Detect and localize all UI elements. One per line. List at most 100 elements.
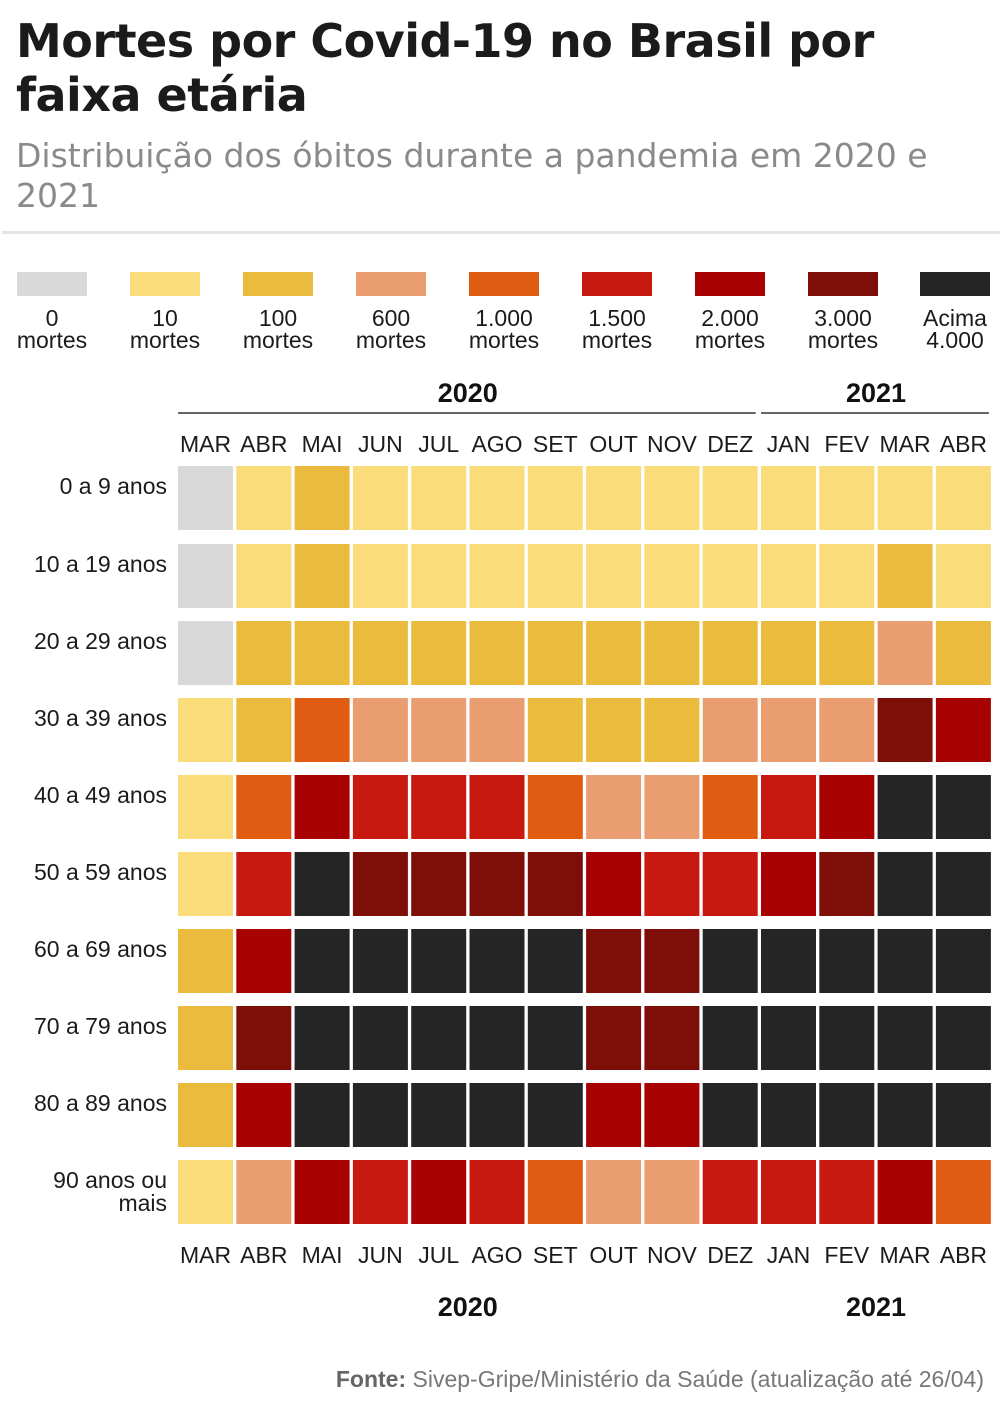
heatmap-cell	[469, 621, 525, 685]
heatmap-cell	[352, 698, 408, 762]
heatmap-cell	[761, 775, 816, 839]
month-label: MAR	[880, 431, 931, 457]
heatmap-cell	[527, 698, 583, 762]
legend-item-4: 1.000 mortes	[448, 272, 560, 352]
heatmap-cell	[935, 852, 991, 916]
row-label: 10 a 19 anos	[34, 551, 167, 577]
heatmap-cell	[935, 1006, 991, 1070]
heatmap-cell	[761, 1160, 816, 1224]
heatmap-cell	[702, 1006, 758, 1070]
row-label: 90 anos ou	[53, 1167, 167, 1193]
heatmap-cell	[411, 929, 467, 993]
month-label: SET	[533, 1242, 578, 1268]
heatmap-cell	[469, 1083, 525, 1147]
heatmap-cell	[586, 621, 642, 685]
heatmap-cell	[178, 775, 233, 839]
heatmap-cell	[294, 698, 350, 762]
heatmap-cell	[761, 698, 816, 762]
legend-swatch-4	[469, 272, 539, 296]
row-label: mais	[118, 1190, 167, 1216]
heatmap-cell	[761, 1083, 816, 1147]
heatmap-cell	[352, 1160, 408, 1224]
legend-swatch-0	[17, 272, 87, 296]
year-label: 2020	[438, 1292, 498, 1322]
month-label: JUN	[358, 431, 403, 457]
heatmap-cell	[527, 621, 583, 685]
heatmap-cell	[761, 544, 816, 608]
heatmap-cell	[586, 929, 642, 993]
heatmap-cell	[877, 698, 933, 762]
heatmap-cell	[236, 698, 292, 762]
heatmap-cell	[935, 466, 991, 530]
heatmap-cell	[411, 852, 467, 916]
heatmap-cell	[761, 466, 816, 530]
heatmap-cell	[586, 852, 642, 916]
heatmap-cell	[527, 929, 583, 993]
source-label: Fonte:	[335, 1366, 407, 1392]
month-label: AGO	[471, 1242, 522, 1268]
year-label: 2021	[846, 1292, 906, 1322]
month-label: ABR	[940, 1242, 987, 1268]
heatmap-cell	[935, 698, 991, 762]
heatmap-cell	[294, 1006, 350, 1070]
month-label: MAR	[180, 1242, 231, 1268]
heatmap-cell	[877, 1006, 933, 1070]
heatmap-cell	[644, 775, 700, 839]
heatmap-cell	[935, 1083, 991, 1147]
heatmap-cell	[761, 852, 816, 916]
row-label: 0 a 9 anos	[60, 473, 167, 499]
heatmap-cell	[294, 621, 350, 685]
month-label: OUT	[589, 431, 638, 457]
heatmap-cell	[352, 1083, 408, 1147]
legend-swatch-2	[243, 272, 313, 296]
heatmap-cell	[352, 1006, 408, 1070]
heatmap-cell	[819, 775, 875, 839]
legend-swatch-8	[920, 272, 990, 296]
month-label: JAN	[767, 1242, 810, 1268]
chart-subtitle: Distribuição dos óbitos durante a pandem…	[16, 136, 928, 215]
month-label: ABR	[940, 431, 987, 457]
heatmap-cell	[527, 852, 583, 916]
legend-label-3: 600 mortes	[355, 305, 427, 353]
heatmap-cell	[527, 1006, 583, 1070]
heatmap-cell	[236, 852, 292, 916]
month-label: AGO	[471, 431, 522, 457]
heatmap-cell	[702, 775, 758, 839]
heatmap-cell	[761, 1006, 816, 1070]
header-divider	[2, 231, 1000, 234]
heatmap-cell	[469, 544, 525, 608]
legend-item-8: Acima 4.000	[899, 272, 1000, 352]
heatmap-cell	[819, 621, 875, 685]
legend-item-3: 600 mortes	[335, 272, 447, 353]
heatmap-cell	[819, 1160, 875, 1224]
legend-label-1: 10 mortes	[129, 305, 201, 353]
month-label: DEZ	[707, 431, 753, 457]
heatmap-cell	[236, 466, 292, 530]
heatmap-cell	[644, 1083, 700, 1147]
row-label: 30 a 39 anos	[34, 705, 167, 731]
heatmap-cell	[586, 544, 642, 608]
heatmap-cell	[935, 621, 991, 685]
heatmap-cell	[294, 1160, 350, 1224]
legend-item-6: 2.000 mortes	[674, 272, 786, 352]
row-label: 40 a 49 anos	[34, 782, 167, 808]
heatmap-cell	[236, 1160, 292, 1224]
heatmap-cell	[644, 544, 700, 608]
heatmap-cell	[411, 1083, 467, 1147]
heatmap-cell	[236, 544, 292, 608]
heatmap-cell	[644, 466, 700, 530]
heatmap-cell	[877, 621, 933, 685]
year-label: 2020	[438, 378, 498, 408]
heatmap-cell	[586, 1083, 642, 1147]
heatmap-cell	[294, 929, 350, 993]
heatmap-cell	[702, 544, 758, 608]
heatmap-cell	[644, 621, 700, 685]
heatmap-cell	[877, 1083, 933, 1147]
legend-swatch-6	[695, 272, 765, 296]
month-label: FEV	[824, 431, 869, 457]
legend-label-5: 1.500 mortes	[581, 305, 653, 353]
year-label: 2021	[846, 378, 906, 408]
heatmap-cell	[877, 775, 933, 839]
heatmap-cell	[819, 852, 875, 916]
